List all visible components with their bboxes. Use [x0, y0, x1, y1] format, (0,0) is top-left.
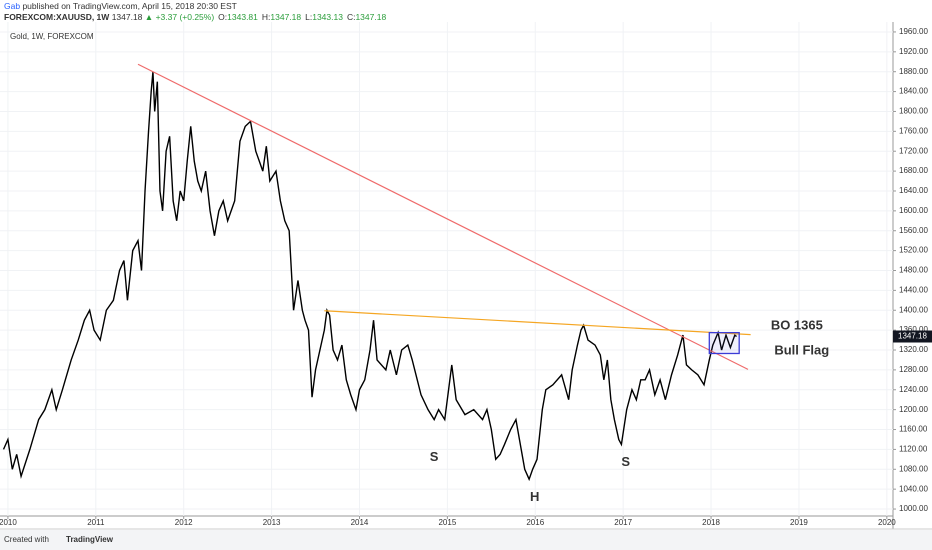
y-tick-label: 1280.00 — [899, 365, 928, 374]
x-tick-label: 2011 — [87, 518, 105, 527]
x-tick-label: 2020 — [878, 518, 896, 527]
annotation: BO 1365 — [771, 318, 823, 333]
y-tick-label: 1520.00 — [899, 246, 928, 255]
price-line — [2, 71, 737, 482]
x-tick-label: 2017 — [614, 518, 632, 527]
ohlc-key: H: — [262, 12, 271, 22]
annotation: H — [530, 489, 539, 504]
annotation: S — [621, 454, 630, 469]
ohlc: O:1343.81 H:1347.18 L:1343.13 C:1347.18 — [218, 12, 386, 22]
x-tick-label: 2018 — [702, 518, 720, 527]
y-tick-label: 1760.00 — [899, 126, 928, 135]
chart-title: Gold, 1W, FOREXCOM — [10, 32, 94, 41]
ohlc-key: L: — [305, 12, 312, 22]
y-tick-label: 1320.00 — [899, 345, 928, 354]
y-tick-label: 1360.00 — [899, 325, 928, 334]
published: published on TradingView.com, April 15, … — [22, 1, 236, 11]
y-tick-label: 1640.00 — [899, 186, 928, 195]
x-tick-label: 2014 — [351, 518, 369, 527]
x-tick-label: 2013 — [263, 518, 281, 527]
x-tick-label: 2010 — [0, 518, 17, 527]
y-tick-label: 1600.00 — [899, 206, 928, 215]
header-line2: FOREXCOM:XAUUSD, 1W 1347.18 ▲ +3.37 (+0.… — [4, 12, 386, 22]
y-tick-label: 1720.00 — [899, 146, 928, 155]
trendline — [324, 310, 751, 336]
y-tick-label: 1480.00 — [899, 266, 928, 275]
flag-box — [708, 331, 740, 355]
ohlc-key: C: — [347, 12, 356, 22]
annotation: Bull Flag — [774, 342, 829, 357]
last-price-label: 1347.18 — [898, 332, 927, 341]
change: ▲ +3.37 (+0.25%) — [145, 12, 215, 22]
y-tick-label: 1080.00 — [899, 464, 928, 473]
ohlc-value: 1343.13 — [312, 12, 343, 22]
y-tick-label: 1240.00 — [899, 385, 928, 394]
y-tick-label: 1000.00 — [899, 504, 928, 513]
ohlc-value: 1347.18 — [355, 12, 386, 22]
y-tick-label: 1680.00 — [899, 166, 928, 175]
footer-brand: TradingView — [66, 535, 114, 544]
y-tick-label: 1440.00 — [899, 285, 928, 294]
ohlc-value: 1347.18 — [270, 12, 301, 22]
ohlc-key: O: — [218, 12, 227, 22]
x-tick-label: 2019 — [790, 518, 808, 527]
y-tick-label: 1920.00 — [899, 47, 928, 56]
y-tick-label: 1400.00 — [899, 305, 928, 314]
x-tick-label: 2015 — [438, 518, 456, 527]
author: Gab — [4, 1, 20, 11]
header-line1: Gab published on TradingView.com, April … — [4, 1, 237, 11]
footer-created: Created with — [4, 535, 49, 544]
y-tick-label: 1200.00 — [899, 405, 928, 414]
y-tick-label: 1120.00 — [899, 445, 928, 454]
annotation: S — [430, 449, 439, 464]
y-tick-label: 1160.00 — [899, 425, 928, 434]
y-tick-label: 1560.00 — [899, 226, 928, 235]
y-tick-label: 1840.00 — [899, 87, 928, 96]
last-price-box — [893, 330, 932, 343]
footer-bar — [0, 530, 932, 550]
trendline — [137, 63, 749, 370]
y-tick-label: 1960.00 — [899, 27, 928, 36]
symbol: FOREXCOM:XAUUSD, 1W — [4, 12, 110, 22]
y-tick-label: 1040.00 — [899, 484, 928, 493]
price: 1347.18 — [112, 12, 143, 22]
x-tick-label: 2012 — [175, 518, 193, 527]
y-tick-label: 1880.00 — [899, 67, 928, 76]
x-tick-label: 2016 — [526, 518, 544, 527]
plot — [0, 22, 893, 516]
ohlc-value: 1343.81 — [227, 12, 258, 22]
y-tick-label: 1800.00 — [899, 107, 928, 116]
